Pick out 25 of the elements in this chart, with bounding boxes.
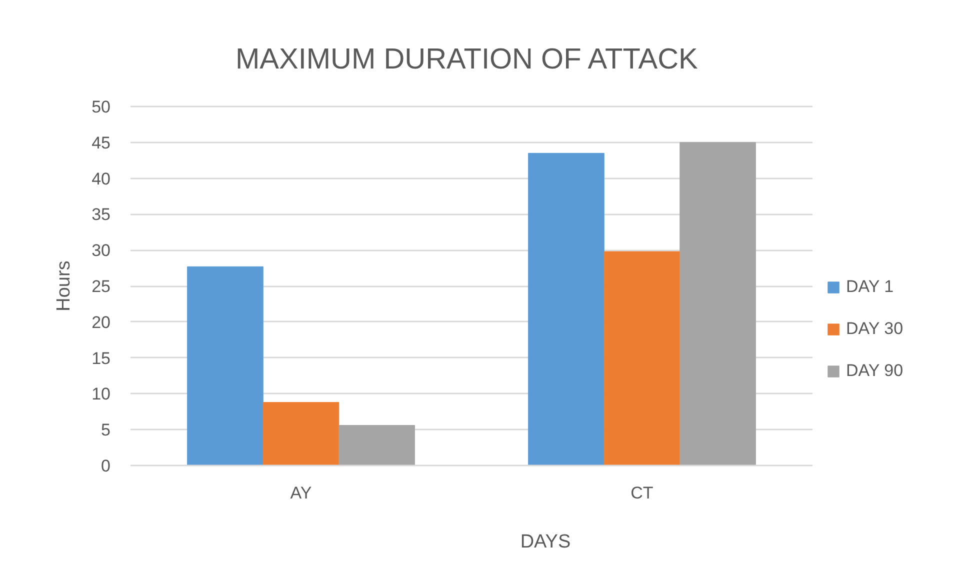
bar [604, 251, 680, 466]
x-axis-title: DAYS [520, 532, 571, 552]
y-tick-label: 40 [92, 169, 111, 188]
y-tick-label: 20 [92, 312, 111, 332]
y-tick-label: 25 [92, 277, 111, 296]
y-tick-label: 0 [101, 456, 111, 476]
legend-label: DAY 30 [846, 318, 904, 339]
bar [262, 402, 340, 466]
x-tick-label: CT [630, 484, 654, 502]
y-tick-label: 35 [92, 205, 111, 224]
bar [338, 425, 415, 466]
chart-title: MAXIMUM DURATION OF ATTACK [236, 44, 699, 76]
y-tick-label: 5 [101, 420, 111, 440]
y-tick-label: 30 [92, 241, 111, 260]
y-tick-label: 50 [92, 98, 111, 116]
legend-label: DAY 90 [846, 360, 904, 381]
legend-label: DAY 1 [846, 276, 894, 297]
y-axis-title: Hours [54, 260, 75, 312]
y-tick-label: 15 [92, 348, 111, 368]
bar [187, 266, 264, 466]
bar [528, 152, 604, 466]
y-tick-label: 10 [92, 384, 111, 404]
y-tick-label: 45 [92, 133, 111, 152]
bar [680, 142, 756, 466]
x-tick-label: AY [290, 484, 312, 502]
